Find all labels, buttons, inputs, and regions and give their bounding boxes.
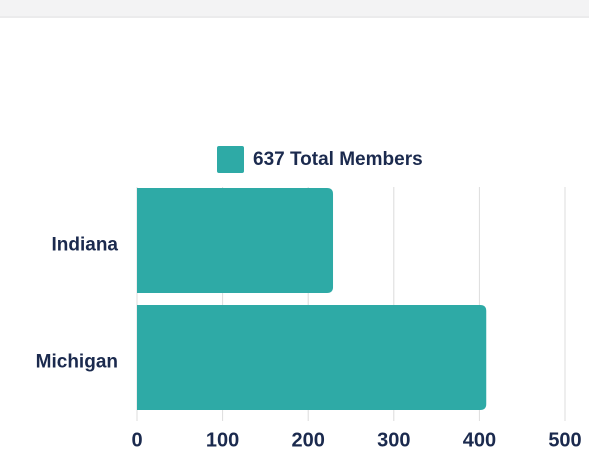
x-tick-label: 100: [206, 429, 239, 451]
y-tick-label: Indiana: [51, 235, 118, 256]
legend-swatch: [217, 146, 244, 173]
x-tick-label: 300: [377, 429, 410, 451]
x-tick-label: 400: [463, 429, 496, 451]
top-bar: [0, 0, 589, 16]
bar: [137, 188, 334, 293]
y-tick-label: Michigan: [36, 352, 118, 373]
x-tick-label: 500: [548, 429, 581, 451]
bar: [137, 305, 487, 410]
x-tick-label: 200: [292, 429, 325, 451]
legend-label: 637 Total Members: [253, 149, 423, 170]
top-bar-shadow: [0, 16, 589, 18]
x-tick-label: 0: [131, 429, 142, 451]
